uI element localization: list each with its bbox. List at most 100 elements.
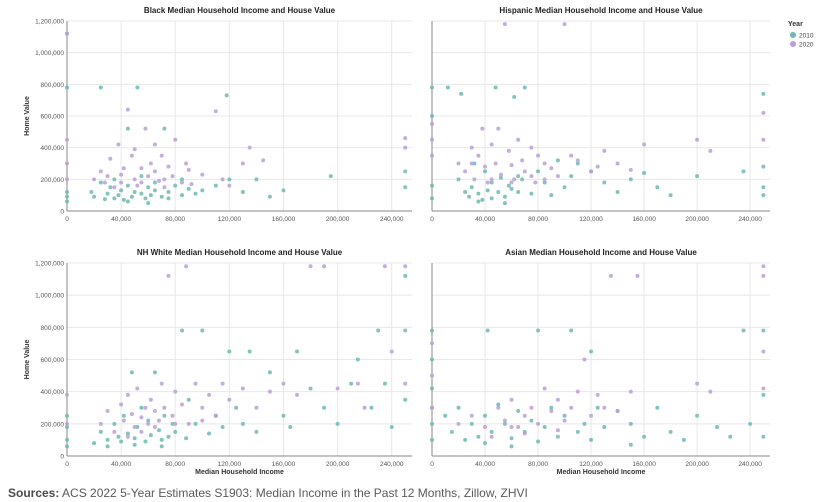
chart-panel: Black Median Household Income and House … (24, 6, 412, 223)
data-point-2020 (170, 174, 175, 179)
data-point-2010 (516, 190, 521, 194)
data-point-2010 (105, 444, 110, 449)
data-point-2020 (170, 413, 175, 418)
data-point-2010 (489, 196, 494, 201)
data-point-2010 (143, 196, 148, 201)
data-point-2010 (403, 273, 408, 278)
data-point-2020 (430, 121, 434, 126)
data-point-2010 (476, 434, 481, 439)
data-point-2020 (403, 136, 408, 141)
data-point-2010 (173, 183, 178, 188)
data-point-2010 (668, 429, 673, 434)
data-point-2010 (741, 328, 746, 333)
data-point-2020 (536, 421, 541, 426)
data-point-2010 (112, 421, 117, 426)
data-point-2020 (476, 153, 481, 158)
data-point-2020 (200, 405, 205, 410)
data-point-2010 (575, 161, 580, 166)
data-point-2010 (430, 357, 434, 362)
y-tick-label: 400,000 (41, 145, 65, 152)
data-point-2010 (483, 441, 488, 446)
data-point-2020 (148, 161, 153, 166)
data-point-2020 (595, 164, 600, 169)
data-point-2020 (148, 397, 153, 402)
data-point-2010 (166, 196, 171, 201)
data-point-2020 (493, 161, 498, 166)
data-point-2010 (489, 180, 494, 185)
data-point-2020 (695, 137, 700, 142)
chart-title: NH White Median Household Income and Hou… (137, 248, 343, 257)
data-point-2010 (741, 169, 746, 174)
data-point-2010 (247, 349, 252, 354)
data-point-2010 (761, 185, 766, 190)
data-point-2010 (254, 177, 259, 182)
data-point-2020 (157, 418, 161, 423)
data-point-2020 (143, 405, 148, 410)
data-point-2020 (65, 161, 69, 166)
data-point-2010 (220, 425, 225, 430)
data-point-2020 (496, 126, 501, 131)
data-point-2010 (65, 199, 69, 204)
data-point-2020 (132, 147, 137, 152)
x-tick-label: 160,000 (632, 216, 656, 223)
data-point-2010 (65, 437, 69, 442)
data-point-2010 (443, 413, 448, 418)
data-point-2010 (761, 392, 766, 397)
data-point-2010 (502, 194, 507, 199)
data-point-2010 (213, 183, 218, 188)
data-point-2020 (456, 421, 461, 426)
data-point-2010 (148, 193, 153, 198)
y-tick-label: 1,200,000 (35, 19, 64, 26)
y-tick-label: 1,000,000 (35, 50, 64, 57)
x-axis-label: Median Household Income (557, 469, 646, 476)
data-point-2010 (295, 349, 299, 354)
data-point-2010 (496, 402, 501, 407)
data-point-2020 (105, 408, 110, 413)
x-tick-label: 200,000 (685, 461, 709, 468)
data-point-2010 (459, 91, 464, 96)
data-point-2020 (469, 145, 474, 150)
data-point-2020 (549, 166, 554, 171)
y-tick-label: 800,000 (41, 82, 65, 89)
data-point-2020 (695, 381, 700, 386)
y-tick-label: 1,200,000 (35, 261, 64, 268)
data-point-2020 (240, 386, 245, 391)
data-point-2010 (449, 429, 454, 434)
data-point-2020 (200, 418, 205, 423)
data-point-2020 (761, 349, 766, 354)
data-point-2020 (135, 183, 140, 188)
data-point-2010 (322, 405, 327, 410)
data-point-2020 (506, 148, 511, 153)
data-point-2010 (595, 405, 600, 410)
data-point-2010 (166, 190, 171, 194)
data-point-2020 (162, 185, 167, 190)
data-point-2020 (430, 405, 434, 410)
data-point-2020 (184, 264, 189, 269)
data-point-2010 (180, 177, 184, 182)
data-point-2020 (116, 142, 121, 147)
data-point-2010 (376, 328, 381, 333)
data-point-2010 (509, 436, 514, 441)
data-point-2020 (562, 418, 567, 423)
data-point-2010 (549, 193, 554, 198)
x-tick-label: 240,000 (380, 216, 404, 223)
data-point-2020 (139, 429, 144, 434)
data-point-2010 (193, 421, 198, 426)
data-point-2020 (430, 341, 434, 346)
data-point-2010 (463, 190, 468, 194)
data-point-2010 (642, 434, 647, 439)
data-point-2010 (184, 436, 189, 441)
data-point-2010 (445, 85, 450, 90)
data-point-2010 (116, 193, 121, 198)
data-point-2020 (608, 273, 613, 278)
data-point-2010 (502, 421, 507, 426)
data-point-2010 (121, 413, 126, 418)
data-point-2010 (152, 188, 157, 193)
data-point-2020 (509, 425, 514, 430)
data-point-2010 (542, 180, 547, 185)
data-point-2010 (102, 197, 107, 202)
data-point-2020 (403, 145, 408, 150)
data-point-2020 (166, 164, 171, 169)
data-point-2010 (430, 437, 434, 442)
data-point-2020 (489, 434, 494, 439)
